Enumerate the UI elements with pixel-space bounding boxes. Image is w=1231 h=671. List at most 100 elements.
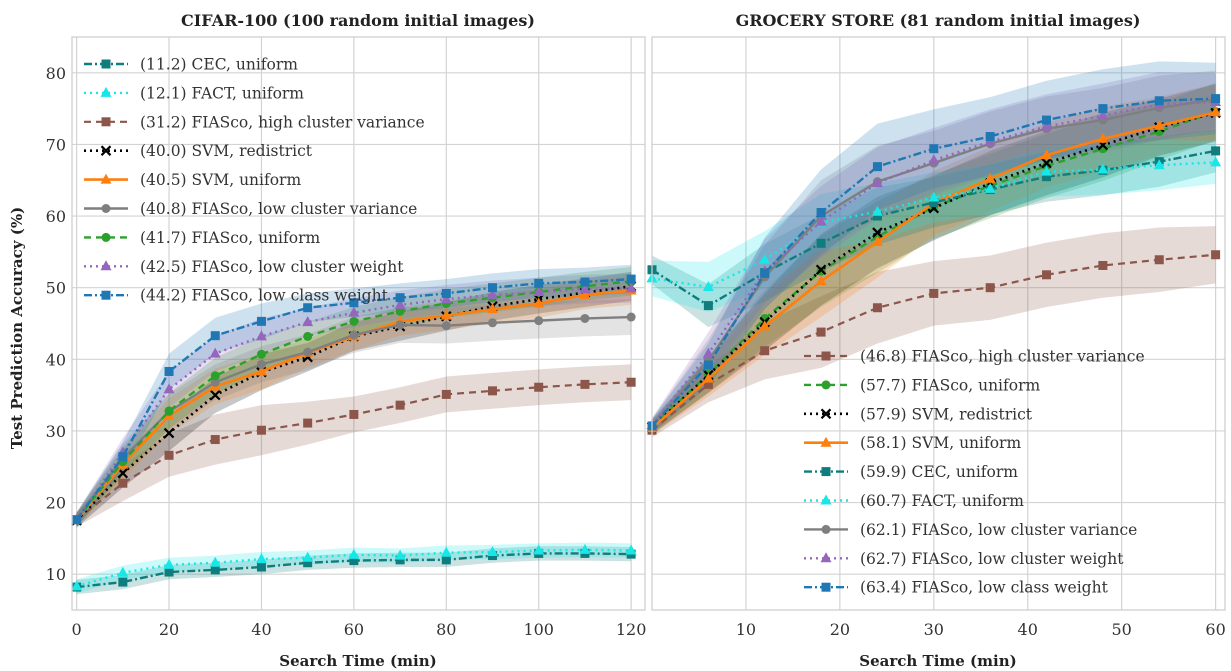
data-point-svm_uni <box>1041 149 1053 160</box>
legend-marker <box>101 232 111 242</box>
legend-marker <box>101 290 111 300</box>
data-point-fact <box>440 546 452 557</box>
data-point-fact <box>1097 163 1109 174</box>
data-point-svm_uni <box>1153 119 1165 130</box>
data-point-fias_lclass <box>929 144 939 154</box>
data-point-fias_hcv <box>256 425 266 435</box>
series-line-fias_lcw <box>651 100 1216 426</box>
data-point-fias_lcv <box>303 347 313 357</box>
band-svm_uni <box>652 83 1216 436</box>
y-tick-label: 30 <box>46 422 66 441</box>
data-point-fias_lclass <box>1211 94 1221 104</box>
data-point-fias_lcw <box>702 347 714 358</box>
legend-marker <box>820 494 832 505</box>
data-point-fias_hcv <box>985 283 995 293</box>
data-point-fias_lclass <box>580 277 590 287</box>
data-point-fias_lcv <box>395 320 405 330</box>
data-point-fias_lcw <box>1097 109 1109 120</box>
legend-item-fias_hcv: (46.8) FIASco, high cluster variance <box>804 348 1145 366</box>
legend-label: (11.2) CEC, uniform <box>140 56 298 74</box>
data-point-svm_red <box>815 264 827 276</box>
legend-item-svm_red: (57.9) SVM, redistrict <box>804 405 1033 423</box>
data-point-svm_uni <box>759 320 771 331</box>
legend-label: (40.0) SVM, redistrict <box>140 142 313 160</box>
data-point-fact <box>1041 165 1053 176</box>
data-point-fias_hcv <box>1154 255 1164 265</box>
data-point-fias_lclass <box>816 207 826 217</box>
legend-item-fias_uni: (57.7) FIASco, uniform <box>804 376 1040 394</box>
data-point-fias_lclass <box>1154 96 1164 106</box>
data-point-cec <box>210 565 220 575</box>
legend-marker <box>100 86 112 97</box>
legend-marker <box>820 552 832 563</box>
data-point-fias_uni <box>164 406 174 416</box>
legend-marker <box>101 117 111 127</box>
data-point-fias_lcv <box>441 321 451 331</box>
band-fact <box>652 140 1216 313</box>
data-point-fact <box>117 566 129 577</box>
legend-label: (44.2) FIASco, low class weight <box>140 287 389 305</box>
band-cec <box>652 129 1216 328</box>
legend-marker <box>821 582 831 592</box>
series-fact <box>71 543 637 591</box>
data-point-fias_lcw <box>440 293 452 304</box>
data-point-svm_uni <box>984 172 996 183</box>
x-tick-label: 120 <box>616 620 647 639</box>
data-point-fias_lclass <box>441 288 451 298</box>
data-point-fact <box>1210 156 1222 167</box>
legend-item-svm_uni: (58.1) SVM, uniform <box>804 434 1021 452</box>
data-point-fias_hcv <box>872 303 882 313</box>
data-point-fias_uni <box>303 331 313 341</box>
data-point-fias_lclass <box>303 303 313 313</box>
legend-item-fact: (60.7) FACT, uniform <box>804 492 1024 510</box>
data-point-fias_lcv <box>210 377 220 387</box>
data-point-cec <box>1211 146 1221 156</box>
data-point-fias_lcw <box>928 154 940 165</box>
data-point-cec <box>703 301 713 311</box>
data-point-fact <box>302 551 314 562</box>
data-point-fias_lcv <box>256 359 266 369</box>
y-tick-label: 10 <box>46 565 66 584</box>
legend-marker <box>820 436 832 447</box>
legend-label: (12.1) FACT, uniform <box>140 84 304 102</box>
data-point-fact <box>984 182 996 193</box>
data-point-cec <box>303 558 313 568</box>
data-point-fias_hcv <box>1211 250 1221 260</box>
x-axis-label: Search Time (min) <box>279 652 436 670</box>
data-point-fias_lclass <box>256 316 266 326</box>
data-point-fias_hcv <box>488 386 498 396</box>
data-point-fias_lcw <box>579 283 591 294</box>
legend: (46.8) FIASco, high cluster variance (57.… <box>804 348 1145 597</box>
y-tick-label: 70 <box>46 135 66 154</box>
data-point-fias_uni <box>210 371 220 381</box>
band-fias_hcv <box>76 364 632 527</box>
data-point-fias_lcv <box>580 313 590 323</box>
data-point-fias_lcw <box>209 347 221 358</box>
data-point-svm_uni <box>579 288 591 299</box>
legend-label: (60.7) FACT, uniform <box>860 492 1024 510</box>
data-point-fias_lclass <box>985 132 995 142</box>
data-point-fias_lcv <box>488 318 498 328</box>
legend: (11.2) CEC, uniform (12.1) FACT, uniform (… <box>84 56 425 305</box>
legend-label: (46.8) FIASco, high cluster variance <box>860 348 1145 366</box>
legend-label: (31.2) FIASco, high cluster variance <box>140 113 425 131</box>
data-point-cec <box>872 211 882 221</box>
data-point-fias_lclass <box>872 162 882 172</box>
x-tick-label: 30 <box>924 620 944 639</box>
legend-item-fias_lcw: (42.5) FIASco, low cluster weight <box>84 258 404 276</box>
data-point-fias_hcv <box>703 379 713 389</box>
data-point-cec <box>349 556 359 566</box>
data-point-fias_uni <box>395 306 405 316</box>
data-point-svm_uni <box>702 372 714 383</box>
series-fias_hcv <box>647 250 1221 435</box>
band-fias_lclass <box>76 264 632 527</box>
legend-label: (42.5) FIASco, low cluster weight <box>140 258 404 276</box>
data-point-fias_hcv <box>1098 260 1108 270</box>
legend-label: (40.5) SVM, uniform <box>140 171 301 189</box>
data-point-fias_lclass <box>488 283 498 293</box>
chart-title: GROCERY STORE (81 random initial images) <box>736 11 1141 30</box>
data-point-fact <box>533 544 545 555</box>
data-point-fias_lclass <box>1098 104 1108 114</box>
data-point-fact <box>487 545 499 556</box>
